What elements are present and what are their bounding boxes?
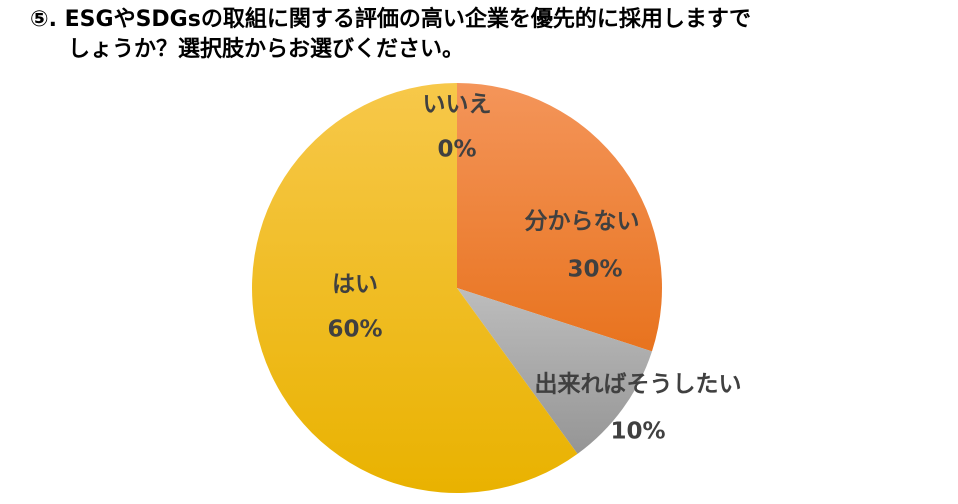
value-label: 60% <box>327 317 382 343</box>
pie-slice <box>457 83 662 352</box>
slice-label: 出来ればそうしたい <box>535 372 742 398</box>
chart-title: ⑤. ESGやSDGsの取組に関する評価の高い企業を優先的に採用しますで <box>30 6 751 32</box>
slice-label: 分からない <box>525 209 640 235</box>
chart-title: しょうか？選択肢からお選びください。 <box>68 37 464 62</box>
pie-slice <box>252 83 578 493</box>
value-label: 0% <box>437 137 476 163</box>
value-label: 10% <box>610 419 665 445</box>
pie-slice <box>457 288 652 454</box>
slice-label: いいえ <box>423 92 492 118</box>
slice-label: はい <box>332 272 378 298</box>
value-label: 30% <box>567 257 622 283</box>
